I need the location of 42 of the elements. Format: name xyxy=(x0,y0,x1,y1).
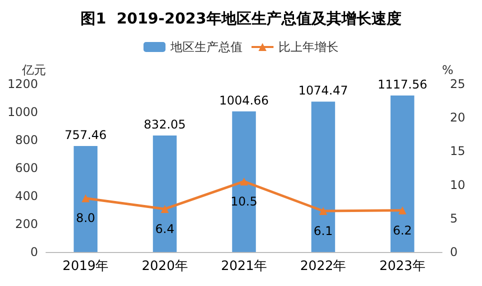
y-tick-label: 200 xyxy=(15,217,38,231)
point xyxy=(319,207,328,216)
y-axis-title: 亿元 xyxy=(21,63,46,77)
point xyxy=(82,194,90,202)
point xyxy=(240,177,248,186)
data-label: 757.46 xyxy=(64,128,107,142)
y2-axis-title: % xyxy=(442,63,454,77)
bar xyxy=(152,136,177,252)
data-label: 1117.56 xyxy=(378,78,428,92)
y-tick-label: 1200 xyxy=(7,77,38,91)
x-tick-label: 2023年 xyxy=(379,259,426,274)
y2-tick-label: 25 xyxy=(450,77,466,91)
y-tick-label: 1000 xyxy=(7,105,38,119)
data-label: 6.2 xyxy=(392,223,412,238)
data-label: 1004.66 xyxy=(219,93,269,108)
data-label: 832.05 xyxy=(144,118,186,132)
legend-label: 地区生产总值 xyxy=(170,40,242,54)
y2-tick-label: 5 xyxy=(450,211,458,226)
data-label: 8.0 xyxy=(76,211,96,226)
data-label: 6.4 xyxy=(155,222,174,236)
point xyxy=(398,206,406,214)
y-tick-label: 800 xyxy=(15,133,38,147)
y-tick-label: 600 xyxy=(15,161,38,175)
x-tick-label: 2021年 xyxy=(220,259,268,274)
point xyxy=(160,204,169,213)
y2-tick-label: 10 xyxy=(450,178,466,192)
bar xyxy=(390,96,414,252)
x-tick-label: 2020年 xyxy=(142,259,188,274)
x-tick-label: 2019年 xyxy=(62,259,109,274)
legend-label: 比上年增长 xyxy=(278,40,338,54)
data-label: 6.1 xyxy=(314,224,333,238)
bar xyxy=(74,146,98,252)
bar xyxy=(311,102,336,252)
y2-tick-label: 15 xyxy=(450,144,466,158)
data-label: 1074.47 xyxy=(298,84,348,98)
y-tick-label: 0 xyxy=(30,245,38,259)
chart-title: 图1 2019-2023年地区生产总值及其增长速度 xyxy=(80,10,402,28)
bar xyxy=(232,111,256,252)
y-tick-label: 400 xyxy=(15,189,38,203)
x-tick-label: 2022年 xyxy=(300,259,346,274)
y2-tick-label: 0 xyxy=(450,245,458,259)
y2-tick-label: 20 xyxy=(450,110,466,125)
